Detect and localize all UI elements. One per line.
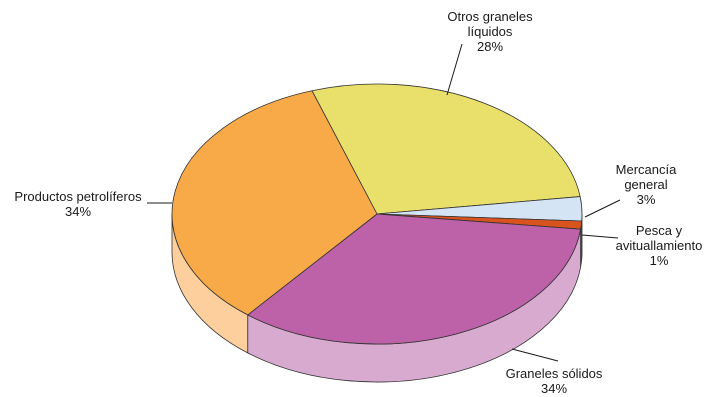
slice-value-label: 34% [65, 204, 91, 219]
slice-category-label: líquidos [468, 24, 513, 39]
pie-slices [171, 83, 583, 345]
slice-label-2: Pesca y avituallamiento 1% [616, 223, 703, 268]
slice-category-label: Otros graneles [447, 9, 533, 24]
pie-slice-3 [247, 213, 581, 345]
slice-label-0: Otros graneles líquidos 28% [447, 9, 533, 54]
leader-line-1 [584, 199, 621, 218]
slice-value-label: 3% [637, 192, 656, 207]
slice-category-label: Graneles sólidos [506, 366, 603, 381]
slice-value-label: 1% [650, 253, 669, 268]
leader-line-2 [581, 234, 619, 239]
pie-slice-0 [311, 83, 581, 215]
slice-category-label: Productos petrolíferos [14, 189, 142, 204]
slice-value-label: 34% [541, 381, 567, 396]
leader-line-0 [446, 43, 463, 96]
slice-category-label: Pesca y [636, 223, 683, 238]
slice-category-label: Mercancía [616, 162, 677, 177]
pie-labels: Otros graneles líquidos 28% Mercancía genera… [14, 9, 702, 396]
slice-label-4: Productos petrolíferos 34% [14, 189, 142, 219]
leader-line-3 [511, 348, 559, 362]
pie-slice-4 [171, 90, 378, 316]
slice-category-label: avituallamiento [616, 238, 703, 253]
slice-label-1: Mercancía general 3% [616, 162, 677, 207]
slice-value-label: 28% [477, 39, 503, 54]
slice-label-3: Graneles sólidos 34% [506, 366, 603, 396]
slice-category-label: general [624, 177, 667, 192]
